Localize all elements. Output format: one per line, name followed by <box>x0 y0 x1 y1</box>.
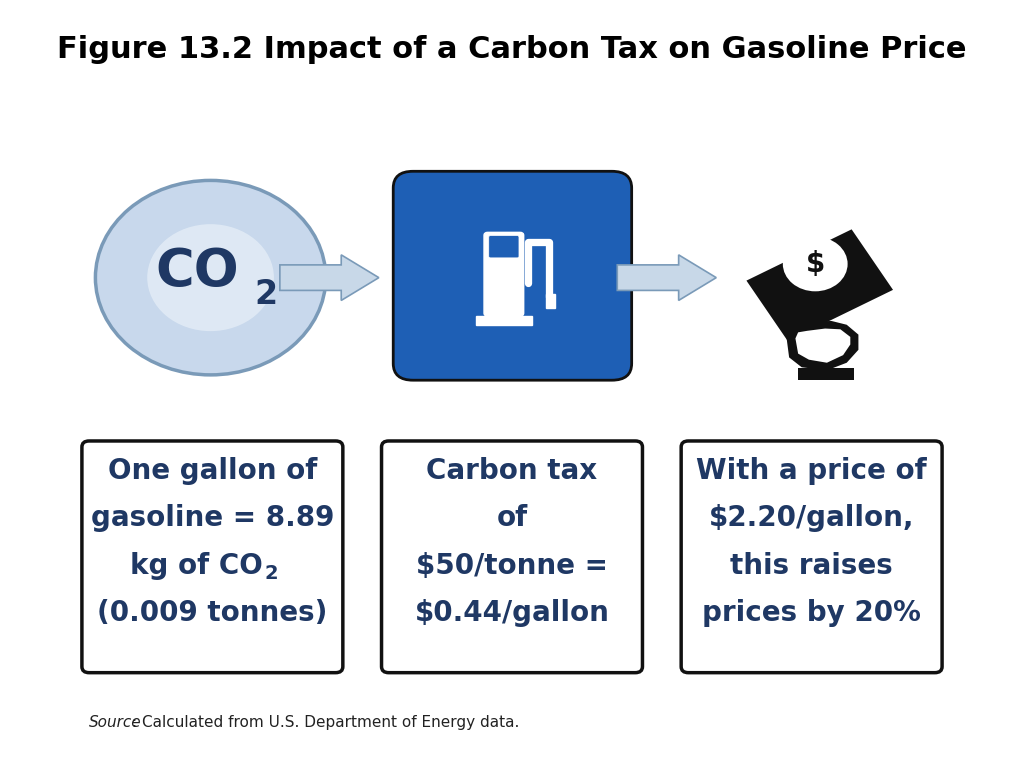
Text: $0.44/gallon: $0.44/gallon <box>415 599 609 627</box>
Polygon shape <box>617 255 716 300</box>
Circle shape <box>153 229 268 326</box>
Bar <box>547 294 555 308</box>
Text: Carbon tax: Carbon tax <box>426 458 598 485</box>
Text: 2: 2 <box>264 564 278 583</box>
Text: One gallon of: One gallon of <box>108 458 317 485</box>
Circle shape <box>147 224 274 331</box>
FancyBboxPatch shape <box>382 441 642 673</box>
Text: $50/tonne =: $50/tonne = <box>416 551 608 580</box>
Text: gasoline = 8.89: gasoline = 8.89 <box>91 505 334 532</box>
FancyBboxPatch shape <box>484 233 523 316</box>
Polygon shape <box>280 255 379 300</box>
Circle shape <box>110 193 311 362</box>
Bar <box>798 368 854 380</box>
Polygon shape <box>786 321 858 370</box>
Circle shape <box>95 180 326 375</box>
Text: of: of <box>497 505 527 532</box>
Text: (0.009 tonnes): (0.009 tonnes) <box>97 599 328 627</box>
Circle shape <box>782 237 848 291</box>
FancyBboxPatch shape <box>393 171 632 380</box>
FancyBboxPatch shape <box>488 236 519 258</box>
Circle shape <box>197 266 225 290</box>
Text: kg of CO: kg of CO <box>130 551 262 580</box>
FancyBboxPatch shape <box>681 441 942 673</box>
Circle shape <box>95 180 326 375</box>
Text: 2: 2 <box>255 278 278 311</box>
Text: this raises: this raises <box>730 551 893 580</box>
FancyBboxPatch shape <box>82 441 343 673</box>
Polygon shape <box>796 329 850 362</box>
Bar <box>475 316 532 325</box>
Text: With a price of: With a price of <box>696 458 927 485</box>
Text: CO: CO <box>156 246 239 297</box>
Text: $2.20/gallon,: $2.20/gallon, <box>709 505 914 532</box>
Circle shape <box>138 217 283 339</box>
Bar <box>746 230 893 341</box>
Circle shape <box>124 205 297 350</box>
Text: Figure 13.2 Impact of a Carbon Tax on Gasoline Price: Figure 13.2 Impact of a Carbon Tax on Ga… <box>57 35 967 64</box>
Text: prices by 20%: prices by 20% <box>702 599 921 627</box>
Circle shape <box>182 253 240 302</box>
Text: Source: Source <box>89 714 141 730</box>
Circle shape <box>167 241 254 314</box>
Text: $: $ <box>806 250 825 278</box>
Text: : Calculated from U.S. Department of Energy data.: : Calculated from U.S. Department of Ene… <box>132 714 519 730</box>
